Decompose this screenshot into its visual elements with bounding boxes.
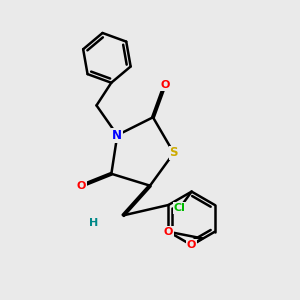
- Text: O: O: [164, 227, 173, 237]
- Text: O: O: [160, 80, 170, 90]
- Text: O: O: [187, 240, 196, 250]
- Text: O: O: [77, 181, 86, 191]
- Text: S: S: [169, 146, 178, 160]
- Text: Cl: Cl: [174, 203, 186, 213]
- Text: H: H: [89, 218, 98, 228]
- Text: N: N: [112, 129, 122, 142]
